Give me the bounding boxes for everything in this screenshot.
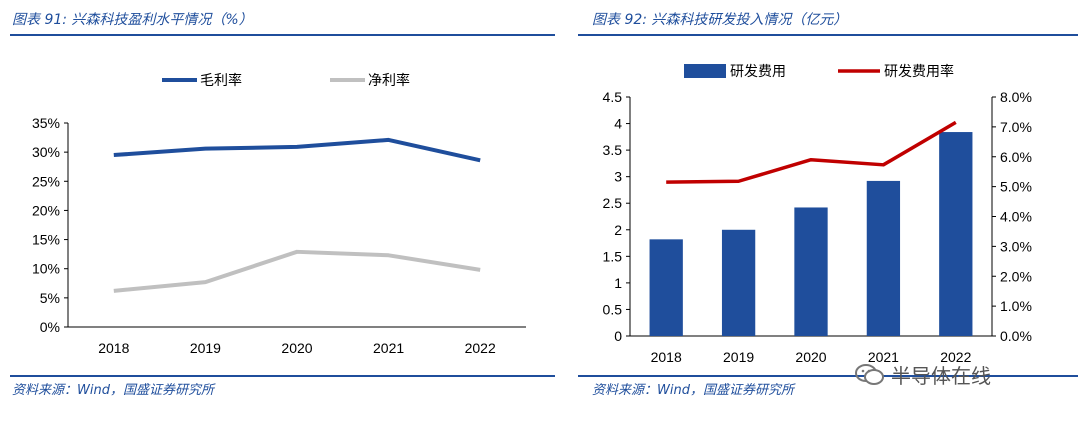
right-x-tick-label: 2021 (868, 349, 899, 365)
legend-net-margin-label: 净利率 (368, 72, 410, 89)
left-y-tick-label: 35% (32, 115, 60, 131)
net-margin-line (113, 249, 481, 293)
right-y2-tick-label: 3.0% (1000, 238, 1032, 254)
right-x-tick-label: 2020 (795, 349, 826, 365)
right-y2-tick-label: 6.0% (1000, 149, 1032, 165)
legend-rd-expense-label: 研发费用 (730, 64, 786, 80)
left-y-tick-label: 25% (32, 173, 60, 189)
left-y-tick-label: 15% (32, 232, 60, 248)
right-chart-caption: 图表 92: 兴森科技研发投入情况（亿元） (592, 12, 848, 28)
left-y-tick-label: 10% (32, 261, 60, 277)
watermark: 半导体在线 (855, 360, 991, 389)
right-y2-tick-label: 8.0% (1000, 89, 1032, 105)
right-y2-tick-label: 0.0% (1000, 328, 1032, 344)
right-y-tick-label: 2.5 (603, 195, 623, 211)
legend-gross-margin-label: 毛利率 (200, 72, 242, 89)
right-y-tick-label: 3.5 (603, 142, 623, 158)
right-x-tick-label: 2019 (723, 349, 754, 365)
right-y-tick-label: 2 (614, 222, 622, 238)
left-chart-caption: 图表 91: 兴森科技盈利水平情况（%） (12, 12, 253, 28)
rd-expense-bar (794, 207, 828, 336)
left-bottom-rule (10, 375, 555, 377)
legend-rd-expense-swatch (684, 64, 726, 78)
left-plot-area: 0% 5% 10% 15% 20% 25% 30% 35% 2018 2019 2020 2021 20… (32, 115, 526, 356)
left-chart: 毛利率 净利率 0% 5% 10% 15% 20% 25% 30% 35% 2018 2019 20… (32, 72, 526, 356)
left-y-tick-label: 5% (40, 290, 60, 306)
right-y2-tick-label: 7.0% (1000, 119, 1032, 135)
left-x-tick-label: 2018 (98, 340, 129, 356)
right-y-tick-label: 1.5 (603, 248, 623, 264)
rd-ratio-line (666, 120, 957, 184)
left-x-tick-label: 2019 (190, 340, 221, 356)
right-y-tick-label: 4.5 (603, 89, 623, 105)
right-y-tick-label: 3 (614, 169, 622, 185)
right-y2-tick-label: 4.0% (1000, 209, 1032, 225)
gross-margin-line (113, 137, 481, 163)
legend-rd-ratio-label: 研发费用率 (884, 63, 954, 80)
left-x-tick-label: 2021 (373, 340, 404, 356)
right-top-rule (578, 34, 1078, 36)
right-plot-area: 0 0.5 1 1.5 2 2.5 3 3.5 4 4.5 0.0% 1.0% 2.0% 3.0% 4.0%… (603, 89, 1032, 365)
right-source-note: 资料来源：Wind，国盛证券研究所 (592, 383, 794, 398)
left-y-tick-label: 0% (40, 319, 60, 335)
left-y-tick-label: 20% (32, 202, 60, 218)
rd-expense-bar (721, 229, 756, 336)
watermark-text: 半导体在线 (891, 364, 991, 388)
right-y2-tick-label: 5.0% (1000, 179, 1032, 195)
right-y2-tick-label: 1.0% (1000, 298, 1032, 314)
rd-expense-bar (939, 132, 973, 336)
left-x-tick-label: 2022 (465, 340, 496, 356)
right-legend: 研发费用 研发费用率 (684, 63, 954, 80)
right-y-tick-label: 0 (614, 328, 622, 344)
right-y2-tick-label: 2.0% (1000, 268, 1032, 284)
right-chart: 研发费用 研发费用率 0 0.5 1 1.5 2 2.5 3 3.5 4 4.5 0.0% 1.0% 2… (603, 63, 1032, 365)
right-x-tick-label: 2022 (940, 349, 971, 365)
right-x-tick-label: 2018 (651, 349, 682, 365)
rd-expense-bar (649, 239, 683, 336)
left-source-note: 资料来源：Wind，国盛证券研究所 (12, 383, 214, 398)
right-y-tick-label: 1 (614, 275, 622, 291)
right-panel: 图表 92: 兴森科技研发投入情况（亿元） 研发费用 研发费用率 0 0.5 1 1.… (570, 0, 1080, 425)
left-x-tick-label: 2020 (281, 340, 312, 356)
left-panel: 图表 91: 兴森科技盈利水平情况（%） 毛利率 净利率 0% 5% 10% 15% 2… (10, 12, 555, 398)
rd-expense-bar (866, 180, 901, 336)
wechat-icon (855, 363, 884, 385)
right-y-tick-label: 4 (614, 116, 622, 132)
left-top-rule (10, 34, 555, 36)
left-y-tick-label: 30% (32, 144, 60, 160)
right-bottom-rule (578, 375, 1078, 377)
right-y-tick-label: 0.5 (603, 301, 623, 317)
left-legend: 毛利率 净利率 (162, 72, 410, 89)
